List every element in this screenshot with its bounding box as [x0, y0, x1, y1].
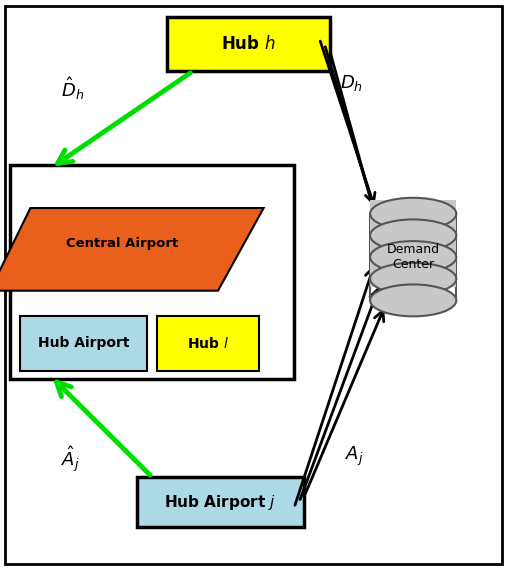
FancyBboxPatch shape [370, 222, 456, 243]
FancyBboxPatch shape [157, 316, 259, 370]
Text: $\hat{D}_{h}$: $\hat{D}_{h}$ [61, 75, 84, 101]
Text: $A_{j}$: $A_{j}$ [345, 445, 364, 467]
FancyBboxPatch shape [5, 6, 502, 564]
Text: $\hat{A}_{j}$: $\hat{A}_{j}$ [61, 444, 80, 474]
Text: $D_{h}$: $D_{h}$ [340, 72, 363, 93]
Text: Demand
Center: Demand Center [387, 243, 440, 271]
FancyBboxPatch shape [20, 316, 147, 370]
FancyBboxPatch shape [137, 477, 304, 527]
FancyBboxPatch shape [370, 265, 456, 287]
Text: Hub Airport $j$: Hub Airport $j$ [164, 492, 277, 512]
Text: Hub Airport: Hub Airport [38, 336, 129, 351]
Ellipse shape [370, 241, 456, 273]
Ellipse shape [370, 284, 456, 316]
FancyBboxPatch shape [167, 17, 330, 71]
FancyBboxPatch shape [10, 165, 294, 379]
Text: Central Airport: Central Airport [65, 238, 178, 250]
Ellipse shape [370, 263, 456, 295]
Text: Hub $h$: Hub $h$ [221, 35, 276, 53]
Ellipse shape [370, 198, 456, 230]
Ellipse shape [370, 219, 456, 251]
FancyBboxPatch shape [370, 243, 456, 265]
Text: Hub $l$: Hub $l$ [187, 336, 229, 351]
Polygon shape [0, 208, 264, 291]
FancyBboxPatch shape [370, 200, 456, 222]
